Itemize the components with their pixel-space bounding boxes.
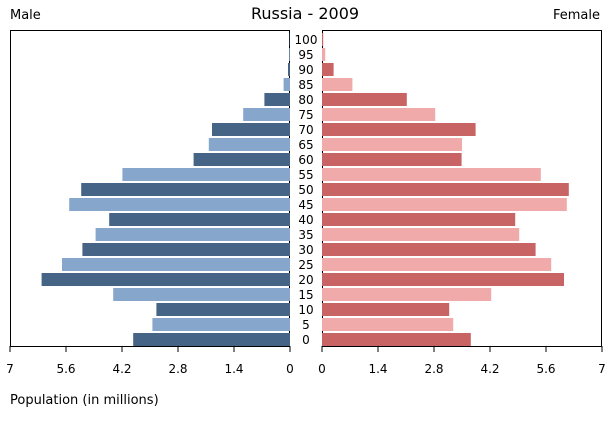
age-label-15: 15 xyxy=(298,288,313,302)
female-bar-25 xyxy=(322,258,552,271)
male-bar-60 xyxy=(193,153,290,166)
male-bar-55 xyxy=(122,168,291,181)
male-label: Male xyxy=(10,8,41,23)
male-bar-30 xyxy=(82,243,291,256)
male-bar-90 xyxy=(288,63,290,76)
male-bar-95 xyxy=(289,48,290,61)
female-bar-0 xyxy=(322,333,471,346)
age-label-10: 10 xyxy=(298,303,313,317)
male-bar-70 xyxy=(212,123,290,136)
female-bar-5 xyxy=(322,318,454,331)
female-bar-90 xyxy=(322,63,334,76)
male-bar-85 xyxy=(283,78,290,91)
female-label: Female xyxy=(552,8,600,23)
female-bar-65 xyxy=(322,138,462,151)
age-label-75: 75 xyxy=(298,108,313,122)
age-label-80: 80 xyxy=(298,93,313,107)
age-label-25: 25 xyxy=(298,258,313,272)
age-label-55: 55 xyxy=(298,168,313,182)
x-axis-label: Population (in millions) xyxy=(10,393,159,408)
female-bar-70 xyxy=(322,123,476,136)
female-bar-10 xyxy=(322,303,450,316)
female-tick-label-5: 7 xyxy=(598,362,606,376)
female-tick-label-4: 5.6 xyxy=(536,362,555,376)
male-tick-label-2: 4.2 xyxy=(112,362,131,376)
age-label-90: 90 xyxy=(298,63,313,77)
age-label-50: 50 xyxy=(298,183,313,197)
age-label-100: 100 xyxy=(295,33,318,47)
female-bar-50 xyxy=(322,183,569,196)
female-bar-75 xyxy=(322,108,436,121)
female-bar-85 xyxy=(322,78,353,91)
female-bar-15 xyxy=(322,288,492,301)
female-tick-label-1: 1.4 xyxy=(368,362,387,376)
male-tick-label-3: 2.8 xyxy=(168,362,187,376)
age-label-45: 45 xyxy=(298,198,313,212)
age-label-65: 65 xyxy=(298,138,313,152)
male-bar-20 xyxy=(41,273,290,286)
age-label-35: 35 xyxy=(298,228,313,242)
male-bar-40 xyxy=(109,213,290,226)
female-bar-30 xyxy=(322,243,536,256)
male-bar-50 xyxy=(81,183,290,196)
male-tick-label-5: 0 xyxy=(286,362,294,376)
male-bar-35 xyxy=(95,228,290,241)
age-label-0: 0 xyxy=(302,333,310,347)
age-label-60: 60 xyxy=(298,153,313,167)
female-bar-95 xyxy=(322,48,326,61)
male-bar-75 xyxy=(243,108,290,121)
male-bar-80 xyxy=(264,93,290,106)
male-bar-15 xyxy=(113,288,290,301)
chart-title: Russia - 2009 xyxy=(250,4,360,23)
male-bar-45 xyxy=(69,198,290,211)
age-label-85: 85 xyxy=(298,78,313,92)
male-bar-25 xyxy=(62,258,290,271)
age-label-70: 70 xyxy=(298,123,313,137)
female-bar-100 xyxy=(322,33,324,46)
age-label-30: 30 xyxy=(298,243,313,257)
male-bar-0 xyxy=(133,333,290,346)
male-tick-label-1: 5.6 xyxy=(56,362,75,376)
male-bar-65 xyxy=(208,138,290,151)
male-tick-label-4: 1.4 xyxy=(224,362,243,376)
male-tick-label-0: 7 xyxy=(6,362,14,376)
age-label-95: 95 xyxy=(298,48,313,62)
female-tick-label-2: 2.8 xyxy=(424,362,443,376)
female-bar-45 xyxy=(322,198,567,211)
male-bar-5 xyxy=(152,318,290,331)
female-bar-55 xyxy=(322,168,541,181)
female-tick-label-0: 0 xyxy=(318,362,326,376)
age-label-40: 40 xyxy=(298,213,313,227)
female-bar-40 xyxy=(322,213,516,226)
female-tick-label-3: 4.2 xyxy=(480,362,499,376)
female-bar-20 xyxy=(322,273,564,286)
female-bar-60 xyxy=(322,153,462,166)
age-label-20: 20 xyxy=(298,273,313,287)
female-bar-80 xyxy=(322,93,407,106)
female-bar-35 xyxy=(322,228,520,241)
age-label-5: 5 xyxy=(302,318,310,332)
male-bar-10 xyxy=(156,303,290,316)
